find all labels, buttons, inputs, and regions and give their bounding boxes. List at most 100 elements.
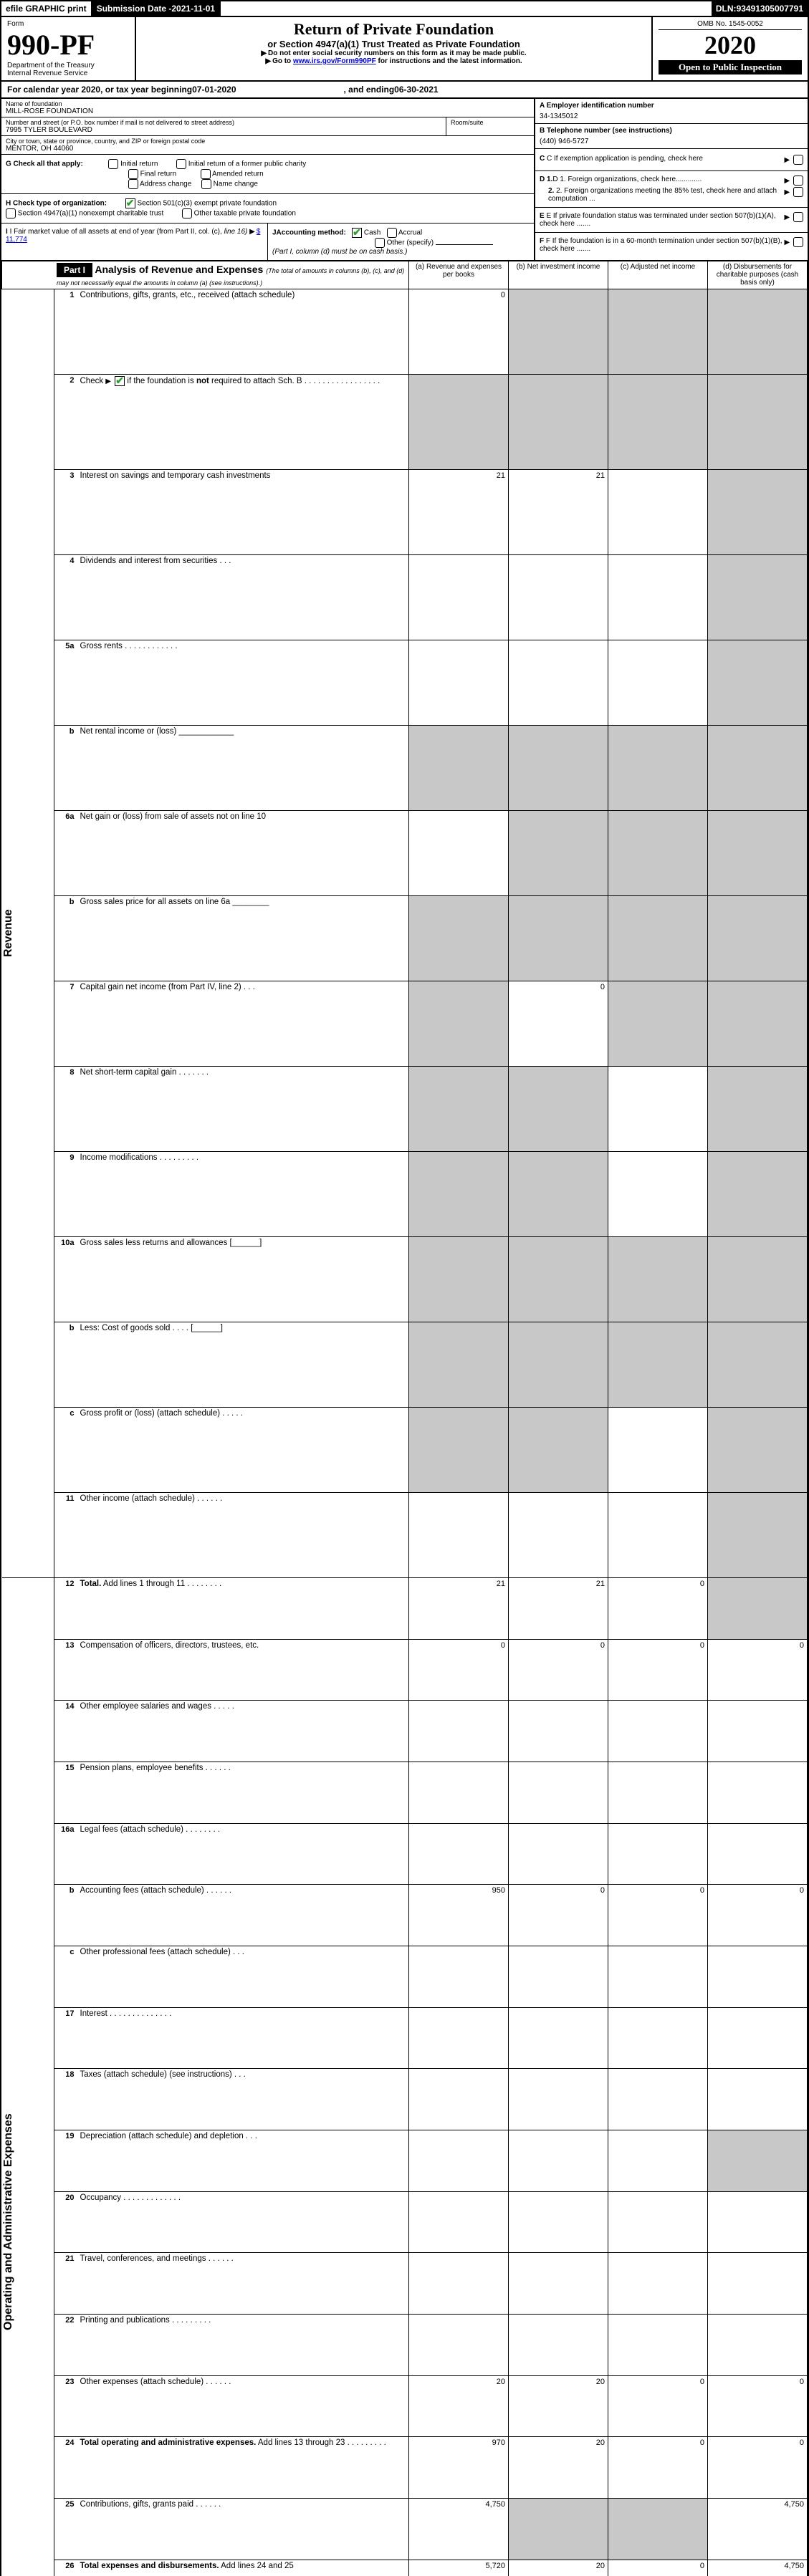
j-label: JAccounting method: xyxy=(272,229,346,237)
table-row: 21Travel, conferences, and meetings . . … xyxy=(2,2253,808,2315)
opt-amended: Amended return xyxy=(212,170,264,178)
cb-c[interactable] xyxy=(793,155,803,165)
i-label: I Fair market value of all assets at end… xyxy=(10,228,224,236)
col-a: (a) Revenue and expenses per books xyxy=(409,261,509,289)
cb-other-method[interactable] xyxy=(375,238,385,248)
opt-final: Final return xyxy=(140,170,177,178)
col-c: (c) Adjusted net income xyxy=(608,261,708,289)
cb-d1[interactable] xyxy=(793,176,803,186)
opt-501c3: Section 501(c)(3) exempt private foundat… xyxy=(137,200,277,208)
opt-cash: Cash xyxy=(364,229,380,237)
cb-501c3[interactable] xyxy=(125,198,135,208)
table-row: 14Other employee salaries and wages . . … xyxy=(2,1701,808,1762)
table-row: 19Depreciation (attach schedule) and dep… xyxy=(2,2130,808,2191)
table-row: 9Income modifications . . . . . . . . . xyxy=(2,1152,808,1237)
form-number: 990-PF xyxy=(7,28,129,62)
cb-f[interactable] xyxy=(793,237,803,247)
d2-label: 2. Foreign organizations meeting the 85%… xyxy=(548,187,777,203)
form-title: Return of Private Foundation xyxy=(142,20,646,39)
opt-initial: Initial return xyxy=(120,160,158,168)
cb-4947[interactable] xyxy=(6,208,16,218)
table-row: 20Occupancy . . . . . . . . . . . . . xyxy=(2,2191,808,2253)
roomsuite-label: Room/suite xyxy=(451,119,530,126)
c-label: C If exemption application is pending, c… xyxy=(547,155,703,163)
opt-namechg: Name change xyxy=(214,181,258,188)
side-expenses: Operating and Administrative Expenses xyxy=(2,1578,15,2576)
table-row: 8Net short-term capital gain . . . . . .… xyxy=(2,1067,808,1152)
table-row: Operating and Administrative Expenses12T… xyxy=(2,1578,808,1640)
cb-accrual[interactable] xyxy=(387,228,397,238)
table-row: bNet rental income or (loss) ___________… xyxy=(2,726,808,811)
part1-header: Part I Analysis of Revenue and Expenses … xyxy=(0,261,809,2576)
table-row: cGross profit or (loss) (attach schedule… xyxy=(2,1408,808,1493)
cb-cash[interactable] xyxy=(352,228,362,238)
opt-other: Other (specify) xyxy=(387,239,434,247)
table-row: 2Check if the foundation is not required… xyxy=(2,375,808,470)
cb-schb[interactable] xyxy=(115,376,125,386)
cb-d2[interactable] xyxy=(793,187,803,197)
cb-address-change[interactable] xyxy=(128,179,138,189)
j-note: (Part I, column (d) must be on cash basi… xyxy=(272,248,407,256)
cb-name-change[interactable] xyxy=(201,179,211,189)
table-row: Revenue1Contributions, gifts, grants, et… xyxy=(2,289,808,375)
opt-accrual: Accrual xyxy=(398,229,422,237)
table-row: 18Taxes (attach schedule) (see instructi… xyxy=(2,2069,808,2130)
col-d: (d) Disbursements for charitable purpose… xyxy=(708,261,808,289)
cal-begin: 07-01-2020 xyxy=(192,85,236,95)
submission-date: Submission Date - 2021-11-01 xyxy=(92,1,221,16)
f-label: F If the foundation is in a 60-month ter… xyxy=(540,237,782,253)
i-line: line 16) xyxy=(224,228,248,236)
cb-initial-public[interactable] xyxy=(176,159,186,169)
note1: Do not enter social security numbers on … xyxy=(142,49,646,57)
topbar: efile GRAPHIC print Submission Date - 20… xyxy=(0,0,809,17)
addr-label: Number and street (or P.O. box number if… xyxy=(6,119,441,126)
table-row: 26Total expenses and disbursements. Add … xyxy=(2,2560,808,2576)
table-row: 22Printing and publications . . . . . . … xyxy=(2,2314,808,2375)
form-header: Form 990-PF Department of the Treasury I… xyxy=(0,17,809,82)
cal-pre: For calendar year 2020, or tax year begi… xyxy=(7,85,192,95)
table-row: 5aGross rents . . . . . . . . . . . . xyxy=(2,640,808,726)
subdate-value: 2021-11-01 xyxy=(171,4,215,14)
open-public: Open to Public Inspection xyxy=(659,60,802,75)
table-row: cOther professional fees (attach schedul… xyxy=(2,1946,808,2007)
opt-addrchg: Address change xyxy=(140,181,191,188)
form-subtitle: or Section 4947(a)(1) Trust Treated as P… xyxy=(142,39,646,49)
table-row: 24Total operating and administrative exp… xyxy=(2,2437,808,2499)
cb-other-taxable[interactable] xyxy=(182,208,192,218)
table-row: 3Interest on savings and temporary cash … xyxy=(2,470,808,555)
table-row: 11Other income (attach schedule) . . . .… xyxy=(2,1493,808,1578)
part1-title: Analysis of Revenue and Expenses xyxy=(95,264,266,275)
dept2: Internal Revenue Service xyxy=(7,69,129,77)
info-section: Name of foundation MILL-ROSE FOUNDATION … xyxy=(0,99,809,261)
irs-link[interactable]: www.irs.gov/Form990PF xyxy=(293,57,376,65)
table-row: 10aGross sales less returns and allowanc… xyxy=(2,1237,808,1322)
city-value: MENTOR, OH 44060 xyxy=(6,145,530,153)
opt-4947: Section 4947(a)(1) nonexempt charitable … xyxy=(18,210,163,218)
b-label: B Telephone number (see instructions) xyxy=(540,127,803,135)
table-row: 6aNet gain or (loss) from sale of assets… xyxy=(2,811,808,896)
e-label: E If private foundation status was termi… xyxy=(540,212,776,228)
tax-year: 2020 xyxy=(659,30,802,60)
addr-value: 7995 TYLER BOULEVARD xyxy=(6,126,441,134)
dln-value: 93491305007791 xyxy=(737,4,803,14)
dln: DLN: 93491305007791 xyxy=(712,1,808,16)
col-b: (b) Net investment income xyxy=(509,261,608,289)
topbar-spacer xyxy=(221,1,712,16)
cb-final-return[interactable] xyxy=(128,169,138,179)
table-row: bLess: Cost of goods sold . . . . [_____… xyxy=(2,1322,808,1408)
cb-amended[interactable] xyxy=(201,169,211,179)
a-label: A Employer identification number xyxy=(540,102,803,110)
foundation-name: MILL-ROSE FOUNDATION xyxy=(6,107,530,115)
subdate-label: Submission Date - xyxy=(97,4,172,14)
omb: OMB No. 1545-0052 xyxy=(659,20,802,30)
table-row: bAccounting fees (attach schedule) . . .… xyxy=(2,1885,808,1946)
cb-e[interactable] xyxy=(793,212,803,222)
table-row: 17Interest . . . . . . . . . . . . . . xyxy=(2,2007,808,2069)
g-label: G Check all that apply: xyxy=(6,160,83,168)
cb-initial-return[interactable] xyxy=(108,159,118,169)
table-row: bGross sales price for all assets on lin… xyxy=(2,896,808,981)
opt-othertax: Other taxable private foundation xyxy=(194,210,296,218)
table-row: 23Other expenses (attach schedule) . . .… xyxy=(2,2375,808,2437)
table-row: 16aLegal fees (attach schedule) . . . . … xyxy=(2,1823,808,1885)
efile-label: efile GRAPHIC print xyxy=(1,1,92,16)
